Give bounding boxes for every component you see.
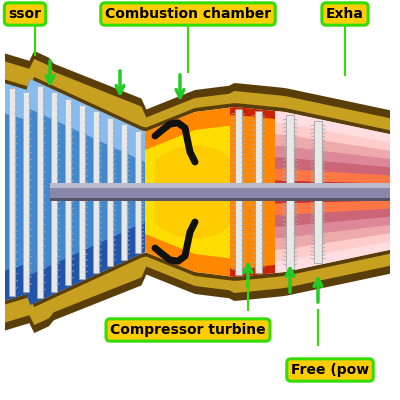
Text: Compressor turbine: Compressor turbine [110,323,266,337]
Polygon shape [5,59,390,325]
Polygon shape [5,79,145,162]
Polygon shape [50,198,390,201]
Polygon shape [9,88,15,296]
Polygon shape [121,124,127,260]
Polygon shape [107,118,113,266]
Text: ssor: ssor [8,7,42,21]
Polygon shape [155,145,230,239]
Polygon shape [275,169,390,215]
Polygon shape [314,121,322,263]
Polygon shape [37,86,43,298]
Polygon shape [275,134,390,250]
Polygon shape [5,51,390,333]
Polygon shape [65,98,71,286]
Polygon shape [50,183,390,201]
Polygon shape [275,122,390,262]
Polygon shape [79,105,85,279]
Polygon shape [230,107,275,277]
Polygon shape [145,126,230,258]
Polygon shape [93,112,99,272]
Polygon shape [5,222,145,305]
Polygon shape [275,111,390,273]
Polygon shape [5,79,145,305]
Polygon shape [145,108,230,276]
Polygon shape [50,183,390,188]
Polygon shape [254,111,262,273]
Polygon shape [275,180,390,204]
Polygon shape [5,81,390,303]
Polygon shape [51,92,57,292]
Polygon shape [286,115,294,269]
Polygon shape [5,77,390,307]
Polygon shape [234,109,242,275]
Polygon shape [135,131,141,253]
Polygon shape [230,115,275,269]
Text: Combustion chamber: Combustion chamber [105,7,271,21]
Text: Free (pow: Free (pow [291,363,369,377]
Polygon shape [275,146,390,238]
Text: Exha: Exha [326,7,364,21]
Polygon shape [23,92,29,292]
Polygon shape [275,157,390,227]
